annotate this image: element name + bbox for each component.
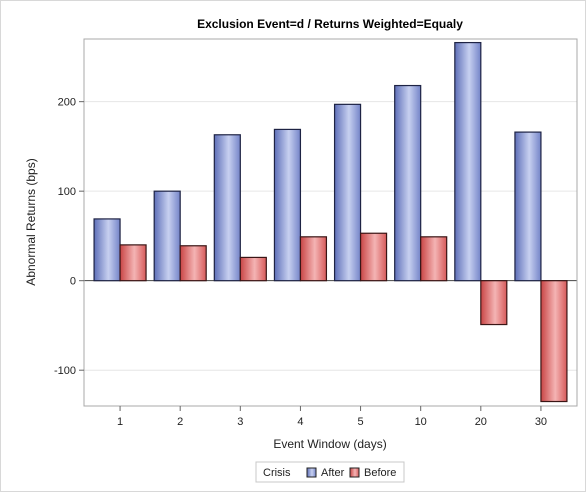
- x-tick-label: 3: [237, 416, 243, 428]
- bar-after-5: [333, 103, 362, 282]
- y-tick-label: -100: [54, 365, 76, 377]
- legend-title: Crisis: [263, 467, 291, 479]
- legend-label-before: Before: [364, 467, 396, 479]
- x-axis-label: Event Window (days): [273, 437, 386, 451]
- bar-after-30: [514, 131, 542, 282]
- x-tick-label: 30: [535, 416, 547, 428]
- y-tick-label: 100: [58, 186, 76, 198]
- bar-before-4: [299, 236, 328, 282]
- legend: Crisis After Before: [255, 461, 405, 483]
- bar-before-10: [420, 236, 448, 282]
- x-axis: 1 2 3 4 5 10 20 30: [117, 406, 547, 428]
- legend-swatch-before: [349, 467, 360, 478]
- bar-after-4: [273, 128, 302, 282]
- x-tick-label: 5: [358, 416, 364, 428]
- y-tick-label: 200: [58, 97, 76, 109]
- bars: [93, 41, 568, 403]
- legend-label-after: After: [321, 467, 345, 479]
- bar-before-5: [359, 232, 388, 282]
- x-tick-label: 4: [297, 416, 303, 428]
- chart-title: Exclusion Event=d / Returns Weighted=Equ…: [197, 17, 463, 31]
- bar-before-20: [480, 280, 508, 326]
- bar-after-10: [394, 84, 422, 282]
- x-tick-label: 1: [117, 416, 123, 428]
- x-tick-label: 20: [475, 416, 487, 428]
- bar-after-20: [454, 41, 482, 282]
- bar-before-3: [239, 256, 267, 282]
- y-axis: -100 0 100 200: [54, 97, 84, 377]
- bar-after-1: [93, 218, 121, 282]
- x-tick-label: 2: [177, 416, 183, 428]
- plot-area-border: [83, 38, 578, 407]
- legend-swatch-after: [306, 467, 317, 478]
- bar-before-30: [540, 280, 568, 403]
- bar-before-1: [119, 244, 147, 282]
- y-tick-label: 0: [70, 276, 76, 288]
- bar-before-2: [179, 245, 207, 282]
- bar-after-2: [153, 190, 181, 282]
- bar-after-3: [213, 134, 241, 282]
- legend-box: [255, 461, 405, 483]
- x-tick-label: 10: [415, 416, 427, 428]
- y-axis-label: Abnormal Returns (bps): [24, 158, 38, 285]
